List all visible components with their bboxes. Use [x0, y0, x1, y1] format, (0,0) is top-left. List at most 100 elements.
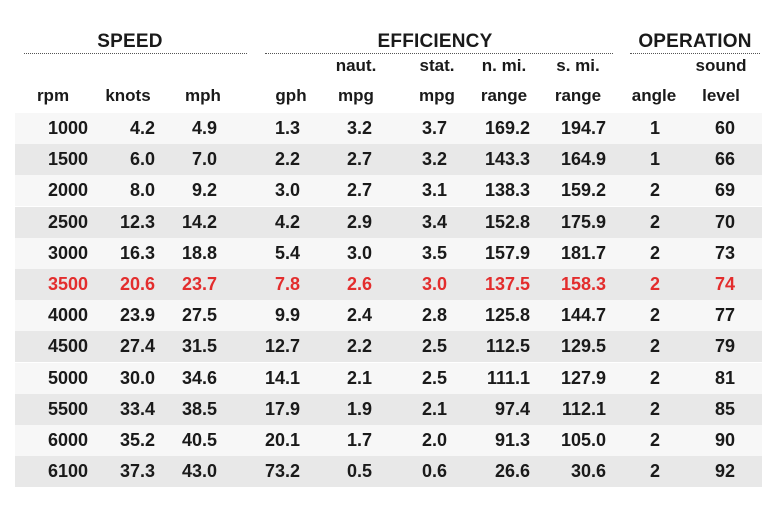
table-cell: 112.5	[485, 336, 530, 357]
table-cell: 2.7	[346, 180, 372, 201]
table-row: 2500 12.3 14.2 4.2 2.9 3.4 152.8 175.9 2 70	[15, 206, 762, 238]
table-cell: 137.5	[484, 274, 530, 294]
table-cell: 105.0	[560, 430, 606, 450]
table-row: 1000 4.2 4.9 1.3 3.2 3.7 169.2 194.7 1 60	[15, 113, 762, 144]
table-cell: 31.5	[181, 336, 217, 357]
table-cell: 194.7	[560, 118, 606, 138]
table-cell: 1500	[47, 149, 88, 170]
table-cell: 1	[649, 118, 660, 138]
table-cell: 175.9	[560, 211, 606, 232]
table-cell: 1.7	[346, 430, 372, 450]
table-cell: 2.6	[346, 274, 372, 294]
table-cell: 81	[714, 367, 735, 388]
table-cell: 2.5	[421, 336, 447, 357]
column-header: rpm	[36, 86, 70, 105]
table-cell: 27.4	[119, 336, 155, 357]
table-row: 6000 35.2 40.5 20.1 1.7 2.0 91.3 105.0 2 90	[15, 425, 762, 456]
table-cell: 5000	[47, 367, 88, 388]
table-cell: 6100	[47, 461, 88, 482]
table-cell: 129.5	[560, 336, 606, 357]
column-header: range	[554, 86, 602, 105]
column-header-top: stat.	[419, 56, 455, 75]
table-cell: 91.3	[494, 430, 530, 450]
table-cell: 34.6	[181, 367, 217, 388]
table-cell: 2000	[47, 180, 88, 201]
table-cell: 3.7	[421, 118, 447, 138]
table-cell: 2.2	[274, 149, 300, 170]
table-cell: 2.8	[421, 305, 447, 326]
table-cell: 158.3	[560, 274, 606, 294]
table-row: 1500 6.0 7.0 2.2 2.7 3.2 143.3 164.9 1 66	[15, 144, 762, 176]
table-row-highlighted: 3500 20.6 23.7 7.8 2.6 3.0 137.5 158.3 2 74	[15, 269, 762, 300]
column-header-top: s. mi.	[556, 56, 600, 75]
group-header-operation: OPERATION	[638, 31, 752, 52]
table-cell: 3.0	[274, 180, 300, 201]
table-cell: 2.1	[421, 398, 447, 419]
group-header-speed: SPEED	[97, 31, 163, 52]
table-cell: 3.0	[421, 274, 447, 294]
table-cell: 4.9	[191, 118, 217, 138]
table-row: 4000 23.9 27.5 9.9 2.4 2.8 125.8 144.7 2 77	[15, 300, 762, 332]
table-row: 3000 16.3 18.8 5.4 3.0 3.5 157.9 181.7 2 73	[15, 237, 762, 269]
table-cell: 74	[714, 274, 735, 294]
table-cell: 18.8	[181, 242, 217, 263]
table-cell: 2	[649, 242, 660, 263]
table-cell: 3.0	[346, 242, 372, 263]
table-cell: 33.4	[119, 398, 155, 419]
table-cell: 2	[649, 274, 660, 294]
table-cell: 85	[714, 398, 735, 419]
table-cell: 30.0	[119, 367, 155, 388]
table-cell: 23.7	[181, 274, 217, 294]
table-cell: 164.9	[560, 149, 606, 170]
table-cell: 7.8	[274, 274, 300, 294]
table-cell: 43.0	[181, 461, 217, 482]
table-cell: 143.3	[484, 149, 530, 170]
table-cell: 3.2	[421, 149, 447, 170]
table-cell: 2	[649, 398, 660, 419]
table-cell: 157.9	[484, 242, 530, 263]
column-header: mph	[185, 86, 221, 105]
table-cell: 30.6	[570, 461, 606, 482]
table-cell: 5.4	[274, 242, 300, 263]
table-cell: 125.8	[484, 305, 530, 326]
table-cell: 0.5	[346, 461, 372, 482]
table-cell: 40.5	[181, 430, 217, 450]
column-header: level	[702, 86, 740, 105]
table-cell: 3.5	[421, 242, 447, 263]
table-row: 6100 37.3 43.0 73.2 0.5 0.6 26.6 30.6 2 92	[15, 456, 762, 488]
table-cell: 77	[714, 305, 735, 326]
table-cell: 2.7	[346, 149, 372, 170]
table-cell: 2.5	[421, 367, 447, 388]
table-cell: 2	[649, 336, 660, 357]
table-cell: 14.1	[264, 367, 300, 388]
table-cell: 144.7	[560, 305, 606, 326]
table-cell: 1	[649, 149, 660, 170]
table-row: 4500 27.4 31.5 12.7 2.2 2.5 112.5 129.5 2 79	[15, 331, 762, 363]
column-header: mpg	[338, 86, 374, 105]
table-cell: 152.8	[484, 211, 530, 232]
table-cell: 169.2	[484, 118, 530, 138]
table-cell: 73.2	[264, 461, 300, 482]
table-cell: 138.3	[484, 180, 530, 201]
column-header: range	[480, 86, 528, 105]
table-cell: 73	[714, 242, 735, 263]
table-row: 2000 8.0 9.2 3.0 2.7 3.1 138.3 159.2 2 69	[15, 175, 762, 207]
table-cell: 35.2	[119, 430, 155, 450]
table-cell: 2.9	[346, 211, 372, 232]
table-cell: 2.2	[346, 336, 372, 357]
table-cell: 66	[714, 149, 735, 170]
table-cell: 12.3	[119, 211, 155, 232]
table-cell: 1000	[47, 118, 88, 138]
table-cell: 4000	[47, 305, 88, 326]
table-cell: 97.4	[494, 398, 530, 419]
table-cell: 4.2	[129, 118, 155, 138]
table-row: 5000 30.0 34.6 14.1 2.1 2.5 111.1 127.9 2 81	[15, 362, 762, 394]
group-divider-speed	[24, 53, 247, 54]
table-cell: 127.9	[560, 367, 606, 388]
table-row: 5500 33.4 38.5 17.9 1.9 2.1 97.4 112.1 2 85	[15, 393, 762, 425]
table-cell: 23.9	[119, 305, 155, 326]
table-cell: 181.7	[560, 242, 606, 263]
table-cell: 27.5	[181, 305, 217, 326]
table-cell: 0.6	[421, 461, 447, 482]
column-header: knots	[105, 86, 151, 105]
